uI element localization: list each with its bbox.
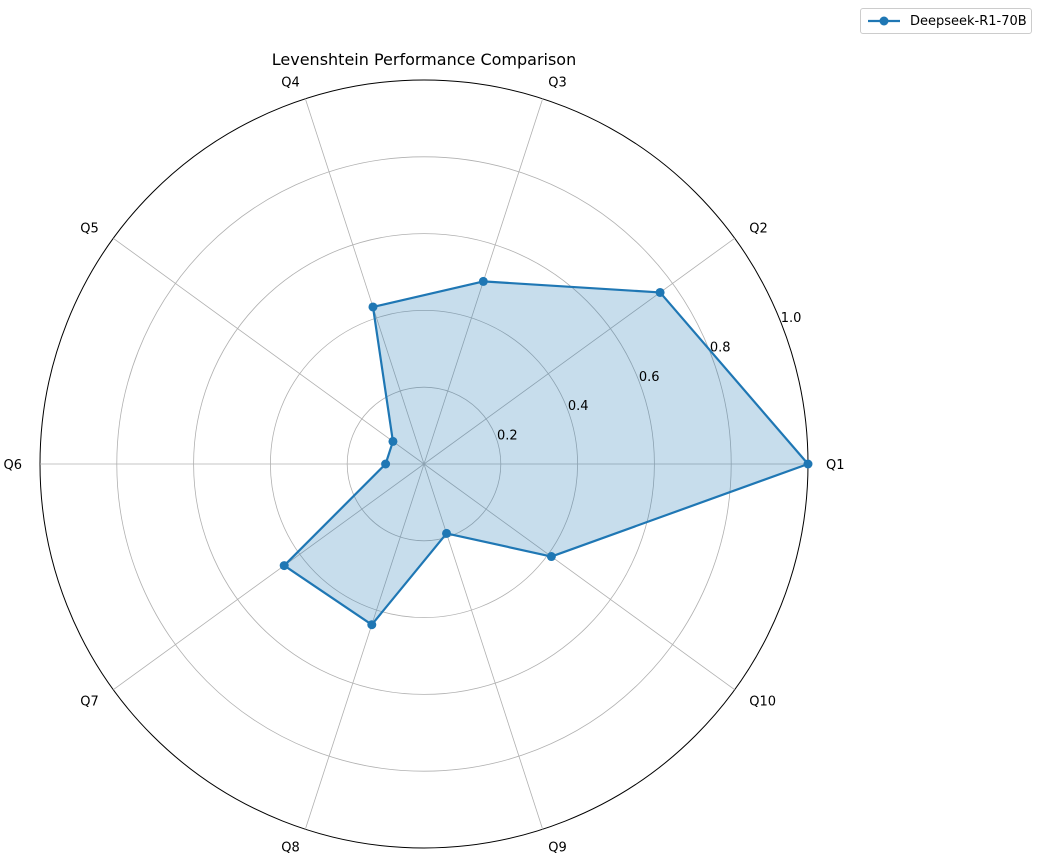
category-label: Q4: [281, 76, 300, 91]
grid-spoke: [304, 98, 425, 465]
data-point: [655, 287, 665, 297]
category-label: Q6: [3, 458, 22, 473]
radial-tick-label: 0.4: [568, 399, 589, 414]
data-point: [381, 459, 391, 469]
legend-label: Deepseek-R1-70B: [910, 13, 1027, 29]
data-point: [442, 528, 452, 538]
category-label: Q10: [749, 694, 776, 709]
data-point: [803, 459, 813, 469]
grid-spoke: [423, 237, 735, 465]
legend-line-marker-icon: [868, 16, 900, 26]
data-point: [368, 302, 378, 312]
category-label: Q8: [281, 840, 300, 855]
data-point: [478, 276, 488, 286]
grid-spoke: [423, 463, 735, 691]
grid: [39, 79, 809, 849]
data-point: [546, 552, 556, 562]
grid-spoke: [304, 463, 425, 830]
category-label: Q3: [548, 76, 567, 91]
data-series: [279, 276, 813, 630]
series-area: [284, 281, 808, 625]
data-point: [279, 561, 289, 571]
category-label: Q5: [80, 222, 99, 237]
legend: Deepseek-R1-70B: [860, 8, 1032, 34]
category-label: Q7: [80, 694, 99, 709]
data-point: [367, 620, 377, 630]
category-label: Q1: [826, 458, 845, 473]
chart-title: Levenshtein Performance Comparison: [272, 50, 576, 69]
grid-spoke: [423, 463, 544, 830]
grid-spoke: [113, 463, 425, 691]
category-label: Q9: [548, 840, 567, 855]
category-label: Q2: [749, 222, 768, 237]
radial-tick-label: 1.0: [781, 311, 802, 326]
axis-labels: Q1 Q2 Q3 Q4 Q5 Q6 Q7 Q8 Q9 Q10 0.2 0.4 0.6 0.8 1.0: [3, 76, 844, 856]
data-point: [388, 436, 398, 446]
grid-spoke: [113, 237, 425, 465]
radial-tick-label: 0.6: [639, 370, 660, 385]
radial-tick-label: 0.2: [497, 429, 518, 444]
radial-tick-label: 0.8: [710, 340, 731, 355]
